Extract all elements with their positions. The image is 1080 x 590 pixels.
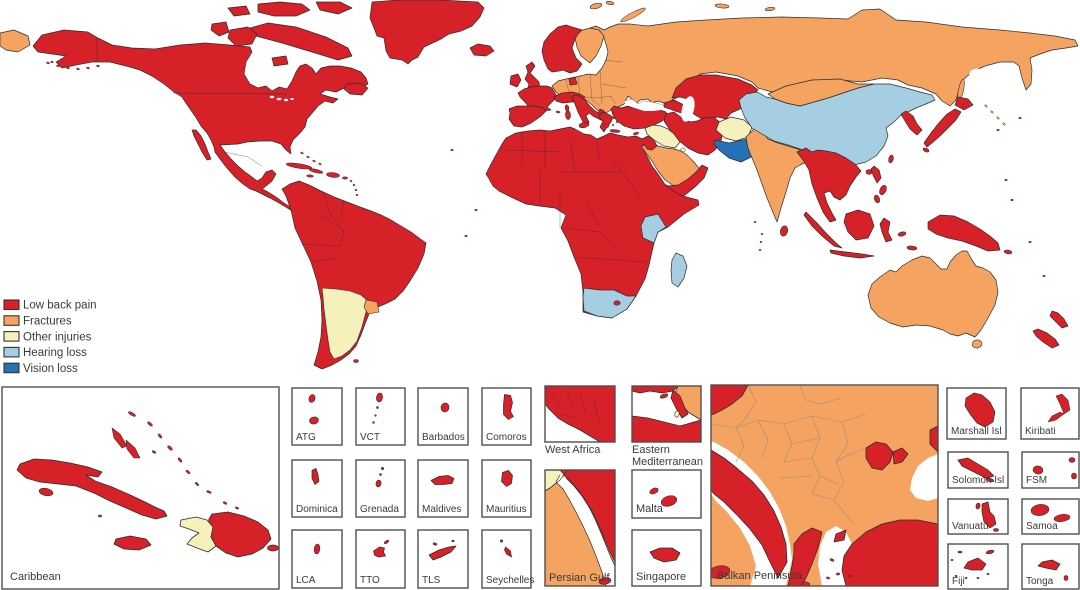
svg-text:Comoros: Comoros	[486, 432, 527, 443]
svg-text:Solomon Isl: Solomon Isl	[952, 475, 1004, 486]
svg-text:Eastern: Eastern	[632, 444, 670, 456]
svg-text:Vision loss: Vision loss	[23, 363, 78, 375]
svg-text:Maldives: Maldives	[422, 504, 461, 515]
svg-text:TTO: TTO	[360, 575, 380, 586]
svg-text:TLS: TLS	[422, 575, 441, 586]
svg-text:FSM: FSM	[1026, 475, 1047, 486]
svg-text:Tonga: Tonga	[1026, 576, 1054, 587]
svg-text:Balkan Peninsula: Balkan Peninsula	[717, 570, 803, 582]
svg-text:LCA: LCA	[296, 575, 316, 586]
svg-text:ATG: ATG	[296, 432, 316, 443]
svg-text:Mediterranean: Mediterranean	[632, 456, 703, 468]
svg-text:Malta: Malta	[636, 503, 664, 515]
svg-text:VCT: VCT	[360, 432, 380, 443]
svg-text:Fiji: Fiji	[952, 576, 965, 587]
svg-text:Marshall Isl: Marshall Isl	[951, 426, 1002, 437]
svg-text:Caribbean: Caribbean	[10, 571, 61, 583]
svg-text:Kiribati: Kiribati	[1025, 426, 1056, 437]
svg-text:West Africa: West Africa	[545, 444, 601, 456]
svg-text:Hearing loss: Hearing loss	[23, 347, 87, 359]
svg-text:Grenada: Grenada	[360, 504, 399, 515]
svg-text:Dominica: Dominica	[296, 504, 338, 515]
svg-text:Fractures: Fractures	[23, 316, 72, 328]
svg-text:Seychelles: Seychelles	[486, 575, 534, 586]
svg-text:Vanuatu: Vanuatu	[952, 521, 989, 532]
svg-text:Barbados: Barbados	[422, 432, 465, 443]
svg-text:Singapore: Singapore	[636, 571, 686, 583]
svg-text:Persian Gulf: Persian Gulf	[549, 572, 610, 584]
svg-text:Samoa: Samoa	[1026, 521, 1058, 532]
svg-text:Low back pain: Low back pain	[23, 300, 97, 312]
svg-text:Other injuries: Other injuries	[23, 331, 92, 343]
svg-text:Mauritius: Mauritius	[486, 504, 527, 515]
